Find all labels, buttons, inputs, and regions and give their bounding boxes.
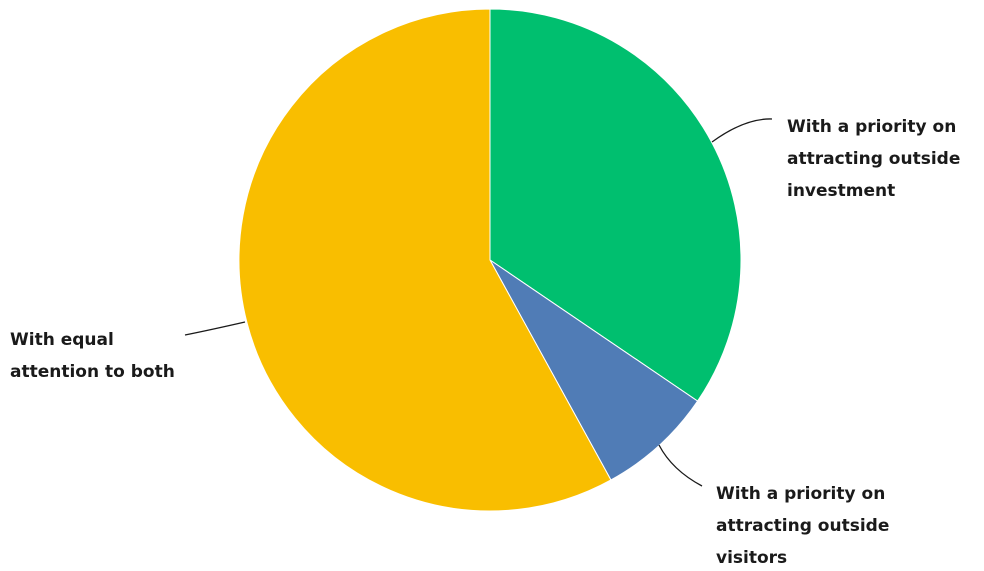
pie-slice-3 [238,8,612,512]
slice-label-line: With equal [10,330,114,350]
slice-label-line: attracting outside [787,149,960,169]
slice-label-line: With a priority on [716,484,885,504]
slice-label-2: With a priority on attracting outside visi… [716,484,889,568]
leader-lines [184,118,773,487]
slice-label-line: attracting outside [716,516,889,536]
leader-line-1 [711,118,773,143]
slice-label-line: attention to both [10,362,175,382]
pie-slices [238,8,742,512]
slice-label-line: visitors [716,548,787,568]
leader-line-3 [184,321,246,336]
pie-slice-1 [489,8,742,402]
slice-label-line: investment [787,181,895,201]
leader-line-2 [658,444,703,487]
slice-label-3: With equal attention to both [10,330,175,382]
slice-labels: With a priority on attracting outside inve… [10,117,960,568]
slice-label-line: With a priority on [787,117,956,137]
slice-label-1: With a priority on attracting outside inve… [787,117,960,201]
